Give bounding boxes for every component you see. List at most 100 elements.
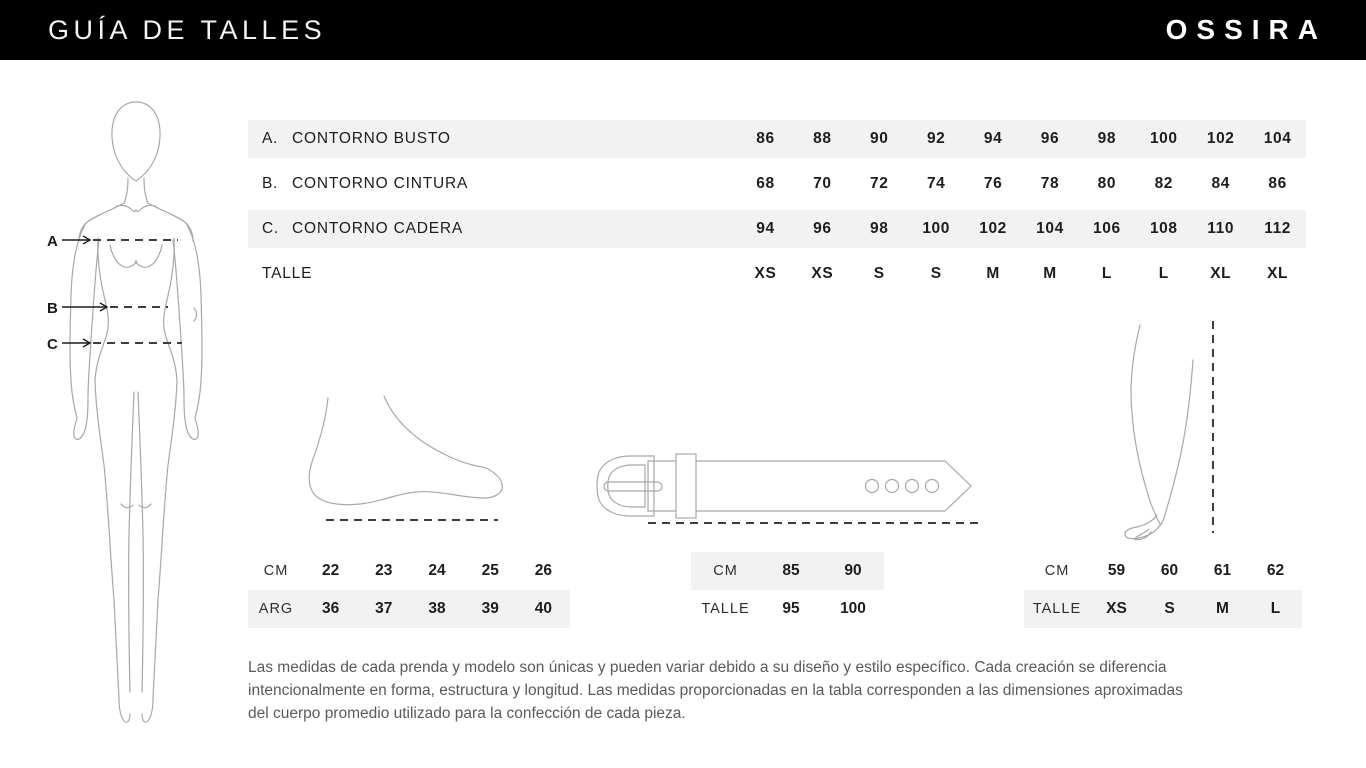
note-line: del cuerpo promedio utilizado para la co…	[248, 705, 686, 722]
size-cell: XS	[811, 265, 834, 282]
size-cell: 60	[1160, 562, 1179, 579]
brand-logo: OSSIRA	[1165, 14, 1327, 45]
size-cell: 74	[926, 175, 946, 192]
row-values: 95 100	[760, 600, 884, 618]
size-cell: 88	[813, 130, 832, 147]
size-cell: 36	[321, 600, 340, 617]
size-cell: M	[986, 265, 1000, 282]
size-cell: 96	[1040, 130, 1060, 147]
size-cell: 84	[1211, 175, 1230, 192]
size-cell: 100	[922, 220, 950, 237]
row-label: TALLE	[262, 265, 313, 282]
size-cell: 96	[813, 220, 832, 237]
size-cell: XS	[754, 265, 777, 282]
size-cell: 95	[782, 600, 800, 617]
size-cell: 94	[756, 220, 775, 237]
header-bar: GUÍA DE TALLES OSSIRA	[0, 0, 1366, 60]
size-cell: 90	[870, 130, 889, 147]
size-cell: 110	[1207, 220, 1235, 237]
size-cell: 94	[983, 130, 1003, 147]
size-table-row: ARG 36 37 38 39 40	[248, 590, 570, 628]
size-cell: M	[1043, 265, 1057, 282]
size-cell: 76	[983, 175, 1003, 192]
size-cell: 39	[481, 600, 499, 617]
arm-drawing	[1124, 321, 1214, 541]
row-values: 94 96 98 100 102 104 106 108 110 112	[737, 220, 1306, 238]
sleeve-size-table: CM 59 60 61 62 TALLE XS S M L	[1024, 552, 1302, 628]
figure-label-hip: C	[47, 336, 58, 353]
row-label: TALLE	[1032, 601, 1082, 617]
size-table-row: CM 59 60 61 62	[1024, 552, 1302, 590]
size-table-row: A. CONTORNO BUSTO 86 88 90 92 94 96 98 100 102 104	[248, 120, 1306, 158]
size-cell: S	[1164, 600, 1175, 617]
row-label: CM	[1044, 563, 1070, 579]
row-prefix: C.	[262, 220, 279, 237]
size-cell: 102	[979, 220, 1007, 237]
size-cell: 59	[1107, 562, 1126, 579]
row-values: 22 23 24 25 26	[304, 562, 570, 580]
size-cell: 78	[1040, 175, 1060, 192]
size-cell: 98	[870, 220, 889, 237]
shoe-size-table: CM 22 23 24 25 26 ARG 36 37 38 39 40	[248, 552, 570, 628]
size-table-row: CM 22 23 24 25 26	[248, 552, 570, 590]
size-cell: XS	[1106, 600, 1127, 617]
size-cell: XL	[1267, 265, 1289, 282]
row-label: CM	[713, 563, 738, 579]
size-cell: L	[1270, 600, 1281, 617]
size-cell: L	[1158, 265, 1169, 282]
size-cell: 37	[375, 600, 393, 617]
size-cell: S	[930, 265, 942, 282]
size-cell: 25	[481, 562, 499, 579]
row-prefix: A.	[262, 130, 278, 147]
size-cell: S	[873, 265, 885, 282]
belt-size-table: CM 85 90 TALLE 95 100	[691, 552, 884, 628]
row-values: 86 88 90 92 94 96 98 100 102 104	[737, 130, 1306, 148]
size-cell: L	[1101, 265, 1112, 282]
body-size-table: A. CONTORNO BUSTO 86 88 90 92 94 96 98 100 102 104 B…	[248, 120, 1306, 300]
row-values: XS XS S S M M L L XL XL	[737, 265, 1306, 283]
belt-drawing	[596, 453, 980, 524]
figure-label-bust: A	[47, 233, 58, 250]
size-cell: 100	[1149, 130, 1178, 147]
size-cell: 26	[534, 562, 553, 579]
size-cell: 23	[375, 562, 393, 579]
row-label: CONTORNO BUSTO	[292, 130, 451, 147]
size-cell: 92	[926, 130, 946, 147]
row-prefix: B.	[262, 175, 278, 192]
size-cell: 86	[1268, 175, 1287, 192]
size-cell: 40	[534, 600, 553, 617]
note-line: Las medidas de cada prenda y modelo son …	[248, 659, 1167, 676]
row-values: XS S M L	[1090, 600, 1302, 618]
row-values: 68 70 72 74 76 78 80 82 84 86	[737, 175, 1306, 193]
size-cell: 102	[1206, 130, 1235, 147]
row-values: 59 60 61 62	[1090, 562, 1302, 580]
size-cell: 61	[1213, 562, 1232, 579]
row-values: 36 37 38 39 40	[304, 600, 570, 618]
size-cell: 90	[844, 562, 862, 579]
size-cell: 70	[813, 175, 832, 192]
size-table-row: TALLE XS XS S S M M L L XL XL	[248, 255, 1306, 293]
row-label: CM	[263, 563, 289, 579]
size-table-row: TALLE XS S M L	[1024, 590, 1302, 628]
row-label: CONTORNO CADERA	[292, 220, 464, 237]
size-cell: 62	[1266, 562, 1285, 579]
size-cell: 24	[428, 562, 446, 579]
body-figure-drawing: A B C	[47, 101, 203, 723]
page-title: GUÍA DE TALLES	[48, 14, 327, 45]
size-cell: 80	[1097, 175, 1117, 192]
size-table-row: C. CONTORNO CADERA 94 96 98 100 102 104 106 108 11…	[248, 210, 1306, 248]
size-cell: 104	[1263, 130, 1292, 147]
size-cell: 72	[870, 175, 889, 192]
row-label: TALLE	[701, 601, 750, 617]
size-cell: 22	[321, 562, 340, 579]
size-table-row: TALLE 95 100	[691, 590, 884, 628]
size-cell: 86	[756, 130, 775, 147]
size-table-row: B. CONTORNO CINTURA 68 70 72 74 76 78 80 82 84 86	[248, 165, 1306, 203]
row-label: CONTORNO CINTURA	[292, 175, 469, 192]
size-cell: 104	[1036, 220, 1064, 237]
size-table-row: CM 85 90	[691, 552, 884, 590]
size-cell: 38	[428, 600, 446, 617]
size-cell: M	[1216, 600, 1229, 617]
figure-label-waist: B	[47, 300, 58, 317]
